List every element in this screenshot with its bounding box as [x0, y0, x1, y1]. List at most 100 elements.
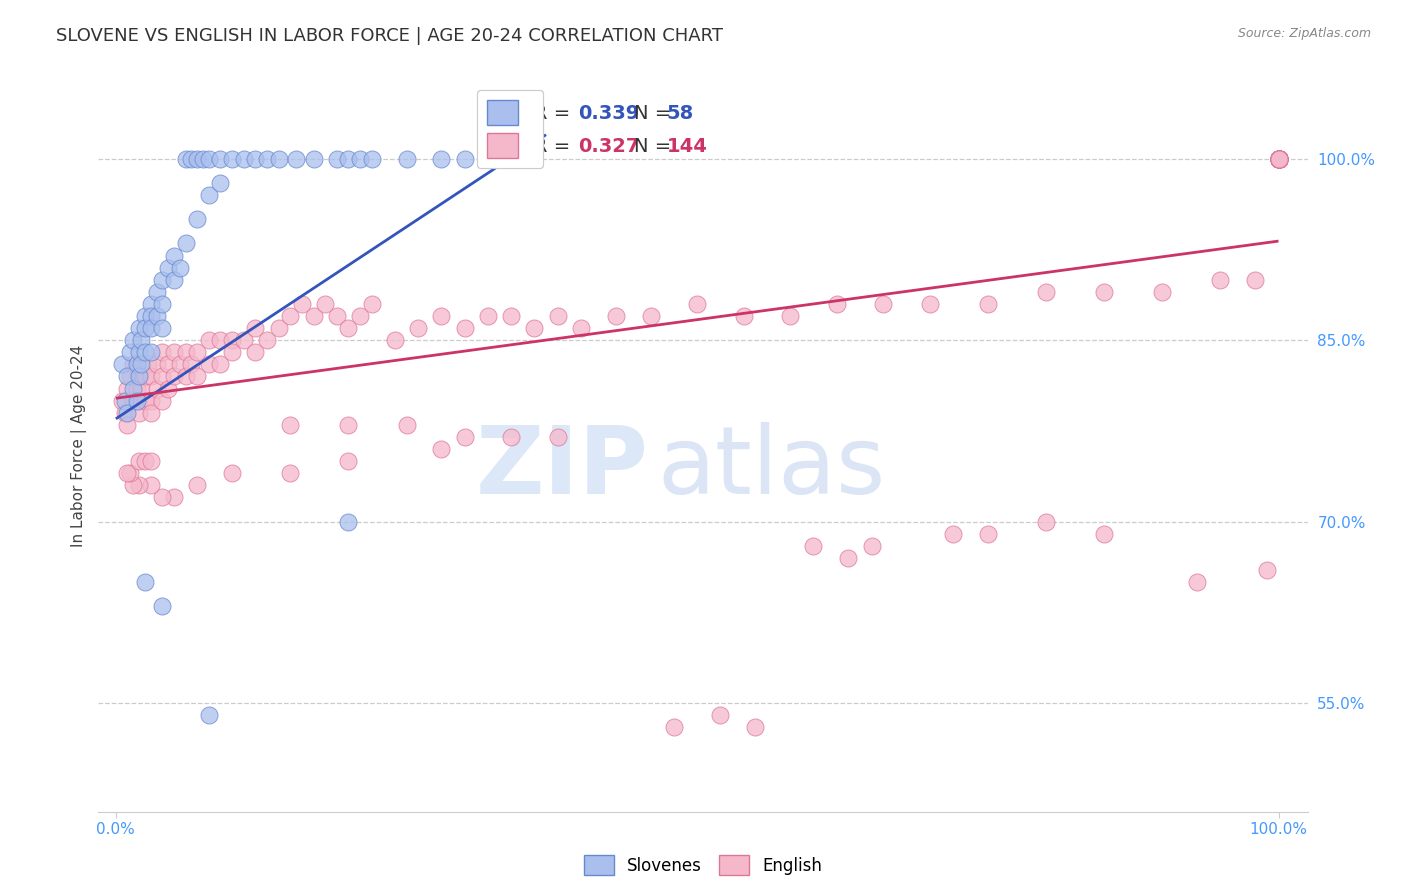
Point [131, 333, 153, 347]
Point [1267, 152, 1289, 166]
Point [232, 333, 254, 347]
Point [163, 249, 186, 263]
Point [139, 345, 162, 359]
Text: N =: N = [634, 136, 678, 155]
Point [256, 333, 278, 347]
Point [477, 309, 499, 323]
Point [209, 176, 232, 190]
Point [150, 297, 173, 311]
Point [128, 369, 150, 384]
Point [360, 297, 382, 311]
Point [221, 466, 243, 480]
Text: SLOVENE VS ENGLISH IN LABOR FORCE | AGE 20-24 CORRELATION CHART: SLOVENE VS ENGLISH IN LABOR FORCE | AGE … [56, 27, 723, 45]
Point [1267, 152, 1289, 166]
Point [128, 478, 150, 492]
Point [278, 417, 301, 432]
Point [1267, 152, 1289, 166]
Point [145, 358, 167, 372]
Point [977, 526, 1000, 541]
Point [337, 417, 360, 432]
Text: ZIP: ZIP [475, 422, 648, 514]
Point [174, 152, 197, 166]
Point [117, 382, 139, 396]
Point [122, 478, 145, 492]
Point [360, 152, 382, 166]
Point [198, 188, 221, 202]
Point [125, 393, 148, 408]
Point [1267, 152, 1289, 166]
Point [1267, 152, 1289, 166]
Point [163, 273, 186, 287]
Point [134, 369, 156, 384]
Point [1267, 152, 1289, 166]
Point [139, 297, 162, 311]
Legend: Slovenes, English: Slovenes, English [578, 848, 828, 882]
Point [1092, 285, 1115, 299]
Point [186, 478, 208, 492]
Text: 0.339: 0.339 [578, 103, 640, 123]
Point [942, 526, 965, 541]
Text: N =: N = [634, 103, 678, 123]
Point [1267, 152, 1289, 166]
Point [191, 152, 214, 166]
Point [326, 309, 349, 323]
Point [139, 309, 162, 323]
Point [384, 333, 406, 347]
Point [139, 369, 162, 384]
Point [125, 382, 148, 396]
Point [733, 309, 755, 323]
Point [128, 406, 150, 420]
Point [1209, 273, 1232, 287]
Point [1267, 152, 1289, 166]
Point [174, 345, 197, 359]
Point [163, 369, 186, 384]
Point [779, 309, 801, 323]
Point [145, 285, 167, 299]
Point [111, 393, 134, 408]
Point [1267, 152, 1289, 166]
Point [1267, 152, 1289, 166]
Point [134, 393, 156, 408]
Point [825, 297, 848, 311]
Point [291, 297, 314, 311]
Point [1267, 152, 1289, 166]
Point [186, 212, 208, 227]
Point [1267, 152, 1289, 166]
Point [1244, 273, 1267, 287]
Point [1267, 152, 1289, 166]
Point [406, 321, 429, 335]
Y-axis label: In Labor Force | Age 20-24: In Labor Force | Age 20-24 [72, 345, 87, 547]
Point [1267, 152, 1289, 166]
Point [139, 478, 162, 492]
Point [186, 345, 208, 359]
Text: R =: R = [534, 103, 576, 123]
Point [157, 358, 180, 372]
Point [1267, 152, 1289, 166]
Point [198, 333, 221, 347]
Point [744, 720, 766, 734]
Point [209, 358, 232, 372]
Point [1267, 152, 1289, 166]
Point [186, 152, 208, 166]
Point [117, 466, 139, 480]
Point [1267, 152, 1289, 166]
Point [1267, 152, 1289, 166]
Point [349, 152, 371, 166]
Point [302, 152, 325, 166]
Point [278, 466, 301, 480]
Point [1267, 152, 1289, 166]
Point [337, 152, 360, 166]
Point [145, 309, 167, 323]
Point [267, 321, 290, 335]
Point [547, 430, 569, 444]
Point [209, 152, 232, 166]
Point [285, 152, 308, 166]
Point [125, 358, 148, 372]
Point [326, 152, 349, 166]
Point [977, 297, 1000, 311]
Point [1267, 152, 1289, 166]
Point [245, 345, 267, 359]
Point [395, 152, 418, 166]
Point [209, 333, 232, 347]
Point [134, 574, 156, 589]
